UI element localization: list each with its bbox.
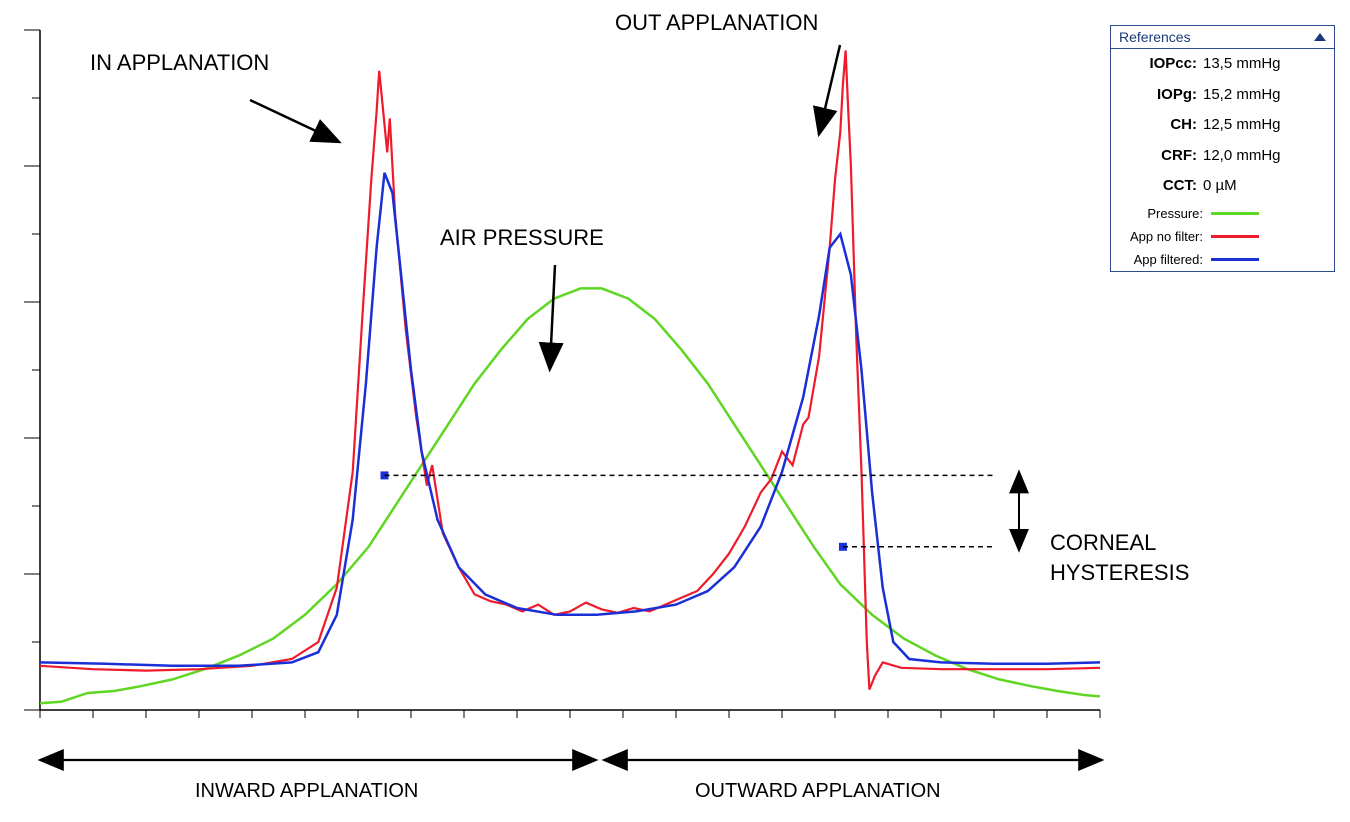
references-title: References <box>1119 29 1191 45</box>
ref-key: CH: <box>1111 114 1203 137</box>
label-out-applanation: OUT APPLANATION <box>615 10 818 36</box>
ref-value: 12,5 mmHg <box>1203 114 1324 137</box>
arrow-out-applanation <box>820 45 840 130</box>
ref-row: CCT:0 µM <box>1111 171 1334 202</box>
ref-key: CRF: <box>1111 145 1203 168</box>
label-outward-region: OUTWARD APPLANATION <box>695 780 941 803</box>
legend-label: Pressure: <box>1111 206 1211 221</box>
collapse-icon <box>1314 33 1326 41</box>
ref-value: 15,2 mmHg <box>1203 84 1324 107</box>
legend-pressure: Pressure: <box>1111 202 1334 225</box>
ref-key: IOPg: <box>1111 84 1203 107</box>
ref-key: IOPcc: <box>1111 53 1203 76</box>
series-app-no-filter <box>40 50 1100 689</box>
legend-swatch <box>1211 258 1259 261</box>
legend-swatch <box>1211 235 1259 238</box>
references-panel: References IOPcc:13,5 mmHgIOPg:15,2 mmHg… <box>1110 25 1335 272</box>
legend-label: App filtered: <box>1111 252 1211 267</box>
label-air-pressure: AIR PRESSURE <box>440 225 604 251</box>
ref-row: CRF:12,0 mmHg <box>1111 141 1334 172</box>
arrow-in-applanation <box>250 100 335 140</box>
references-header[interactable]: References <box>1111 26 1334 49</box>
label-in-applanation: IN APPLANATION <box>90 50 269 76</box>
ref-value: 13,5 mmHg <box>1203 53 1324 76</box>
legend-swatch <box>1211 212 1259 215</box>
ref-row: CH:12,5 mmHg <box>1111 110 1334 141</box>
ref-value: 12,0 mmHg <box>1203 145 1324 168</box>
ref-key: CCT: <box>1111 175 1203 198</box>
label-inward-region: INWARD APPLANATION <box>195 780 418 803</box>
series-pressure <box>40 288 1100 703</box>
legend-label: App no filter: <box>1111 229 1211 244</box>
label-corneal-hysteresis-2: HYSTERESIS <box>1050 560 1189 586</box>
references-body: IOPcc:13,5 mmHgIOPg:15,2 mmHgCH:12,5 mmH… <box>1111 49 1334 202</box>
ref-value: 0 µM <box>1203 175 1324 198</box>
arrow-air-pressure <box>550 265 555 365</box>
ref-row: IOPg:15,2 mmHg <box>1111 80 1334 111</box>
legend-app-filtered: App filtered: <box>1111 248 1334 271</box>
legend-body: Pressure: App no filter: App filtered: <box>1111 202 1334 271</box>
label-corneal-hysteresis-1: CORNEAL <box>1050 530 1156 556</box>
legend-app-no-filter: App no filter: <box>1111 225 1334 248</box>
ref-row: IOPcc:13,5 mmHg <box>1111 49 1334 80</box>
